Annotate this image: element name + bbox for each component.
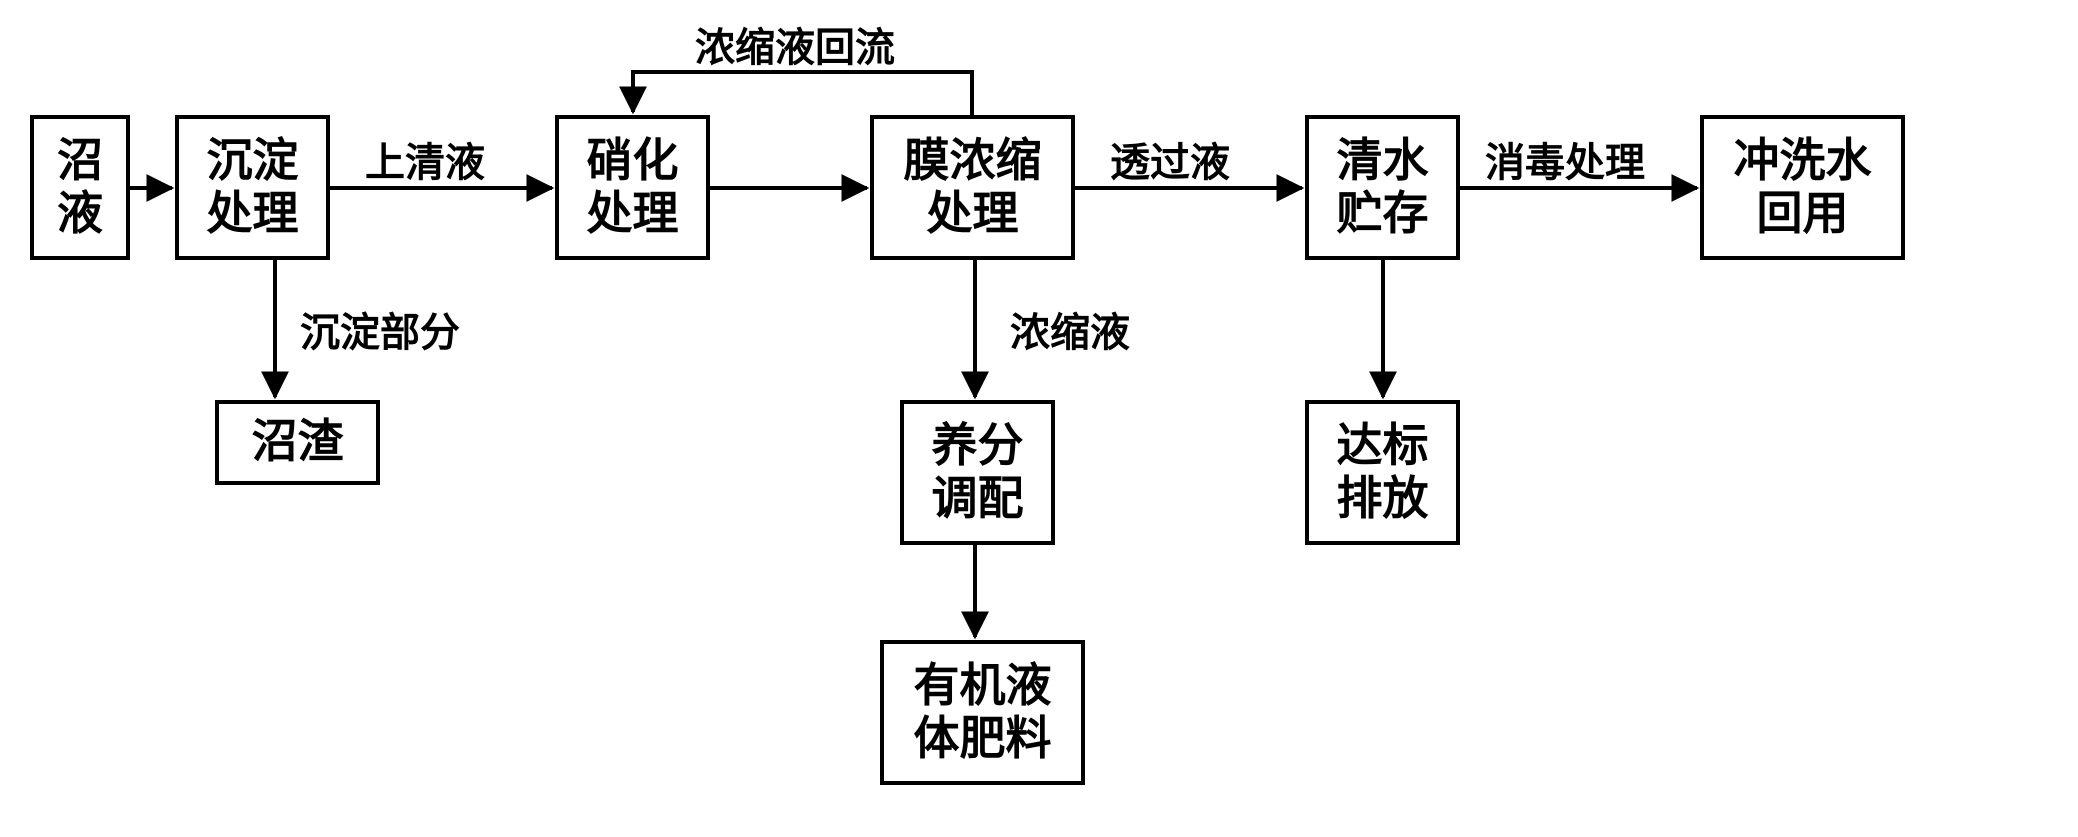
edge-label-concentrate: 浓缩液 [1010, 300, 1130, 358]
node-water-storage: 清水贮存 [1305, 115, 1460, 260]
node-discharge: 达标排放 [1305, 400, 1460, 545]
edge-reflux-loop [633, 72, 972, 115]
node-label: 硝化处理 [587, 135, 679, 241]
node-label: 达标排放 [1337, 420, 1429, 526]
node-label: 清水贮存 [1337, 135, 1429, 241]
node-reuse: 冲洗水回用 [1700, 115, 1905, 260]
edge-label-disinfect: 消毒处理 [1485, 130, 1645, 188]
edge-label-reflux: 浓缩液回流 [695, 15, 895, 73]
edge-label-permeate: 透过液 [1110, 130, 1230, 188]
node-label: 养分调配 [932, 420, 1024, 526]
node-label: 有机液体肥料 [914, 660, 1052, 766]
node-biogas-liquid: 沼液 [30, 115, 130, 260]
node-label: 沼渣 [252, 416, 344, 469]
node-membrane: 膜浓缩处理 [870, 115, 1075, 260]
node-sedimentation: 沉淀处理 [175, 115, 330, 260]
edge-label-sediment-part: 沉淀部分 [300, 300, 460, 358]
node-label: 沉淀处理 [207, 135, 299, 241]
node-label: 沼液 [57, 135, 103, 241]
node-residue: 沼渣 [215, 400, 380, 485]
node-nutrient: 养分调配 [900, 400, 1055, 545]
edge-label-supernatant: 上清液 [365, 130, 485, 188]
node-nitrification: 硝化处理 [555, 115, 710, 260]
node-label: 冲洗水回用 [1734, 135, 1872, 241]
node-label: 膜浓缩处理 [904, 135, 1042, 241]
node-fertilizer: 有机液体肥料 [880, 640, 1085, 785]
